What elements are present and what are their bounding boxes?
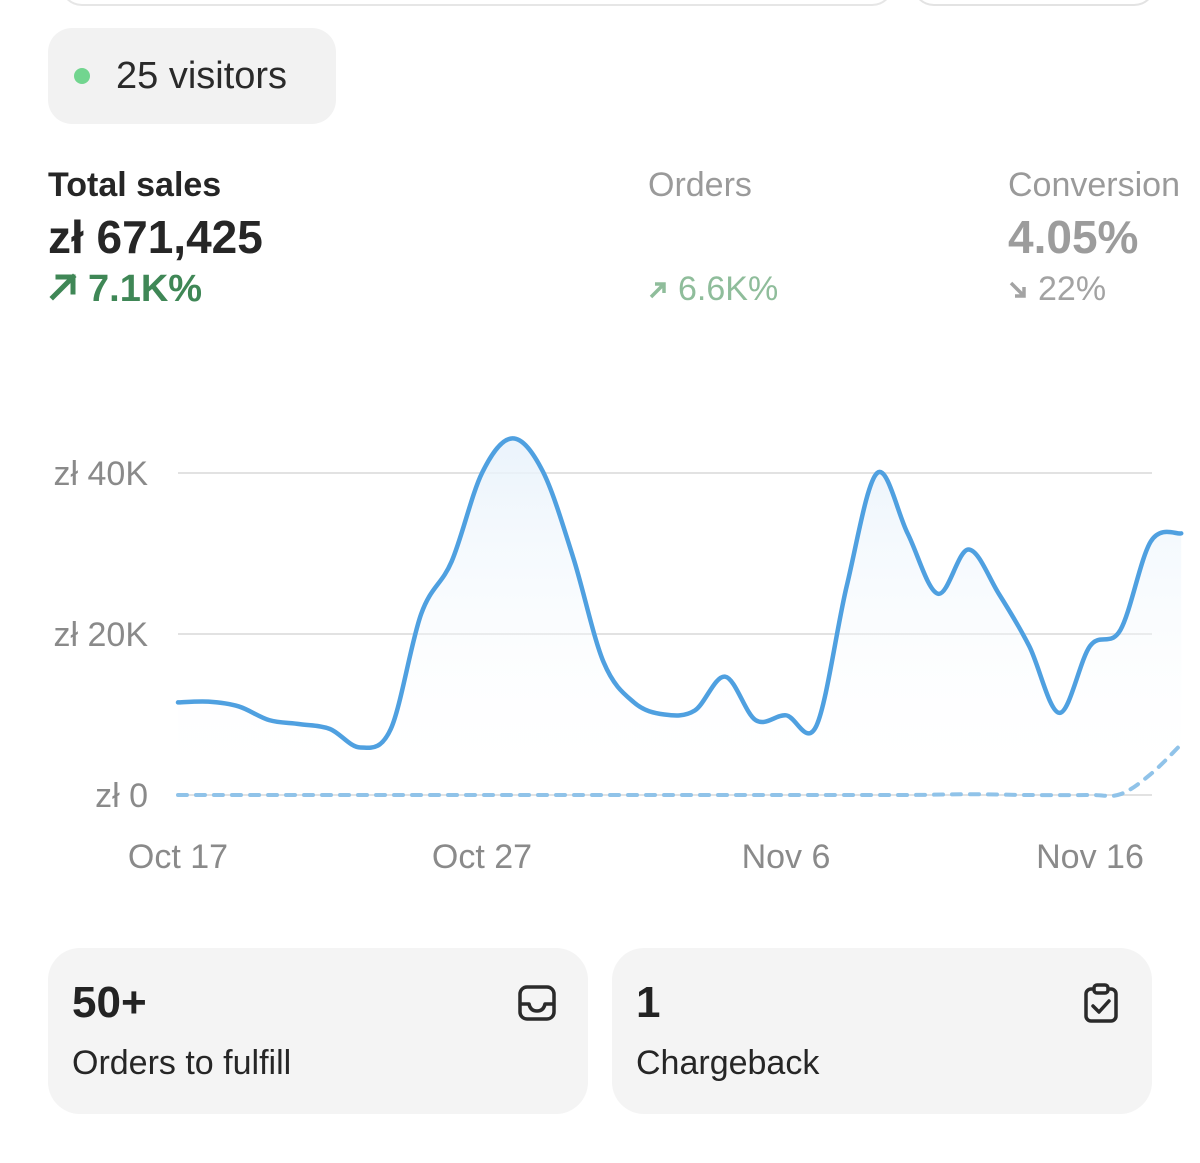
metric-total-sales[interactable]: Total sales zł 671,425 7.1K%: [48, 165, 263, 311]
metric-change-value: 22%: [1038, 270, 1107, 308]
card-label: Chargeback: [636, 1044, 820, 1082]
x-tick-label: Oct 27: [432, 838, 532, 876]
live-status-dot: [74, 68, 90, 84]
chargeback-card[interactable]: 1 Chargeback: [612, 948, 1152, 1114]
date-filter-edge[interactable]: [912, 0, 1156, 6]
inbox-icon: [516, 982, 558, 1029]
metric-value: 4.05%: [1008, 211, 1139, 263]
metric-value: zł 671,425: [48, 211, 263, 263]
metric-change-value: 7.1K%: [88, 268, 203, 310]
metric-orders[interactable]: Orders 6.6K%: [648, 165, 778, 311]
metric-change: 7.1K%: [48, 267, 263, 311]
y-tick-label: zł 40K: [54, 455, 149, 493]
comparison-line: [176, 742, 1184, 798]
card-number: 50+: [72, 978, 147, 1027]
clipboard-check-icon: [1080, 982, 1122, 1029]
x-tick-label: Nov 16: [1036, 838, 1144, 876]
metric-change: 22%: [1008, 267, 1180, 311]
arrow-up-right-icon: [48, 267, 78, 311]
metric-label: Conversion: [1008, 166, 1180, 204]
card-label: Orders to fulfill: [72, 1044, 292, 1082]
y-tick-label: zł 0: [95, 777, 148, 815]
y-tick-label: zł 20K: [54, 616, 149, 654]
metric-value: [648, 209, 778, 265]
metric-label: Total sales: [48, 166, 222, 204]
orders-to-fulfill-card[interactable]: 50+ Orders to fulfill: [48, 948, 588, 1114]
x-tick-label: Nov 6: [742, 838, 831, 876]
arrow-down-right-icon: [1008, 267, 1028, 311]
live-visitors-count: 25 visitors: [116, 54, 288, 97]
card-number: 1: [636, 978, 661, 1027]
sales-area-fill: [178, 438, 1182, 795]
search-field-edge[interactable]: [60, 0, 894, 6]
x-tick-label: Oct 17: [128, 838, 228, 876]
metric-label: Orders: [648, 166, 752, 204]
sales-chart[interactable]: zł 0 zł 20K zł 40K Oct 17 Oct 27 Nov 6 Nov 16: [0, 420, 1200, 890]
sales-line: [175, 436, 1184, 750]
arrow-up-right-icon: [648, 267, 668, 311]
live-visitors-pill[interactable]: 25 visitors: [48, 28, 336, 124]
metric-conversion[interactable]: Conversion 4.05% 22%: [1008, 165, 1180, 311]
metric-change-value: 6.6K%: [678, 270, 779, 308]
metric-change: 6.6K%: [648, 267, 778, 311]
